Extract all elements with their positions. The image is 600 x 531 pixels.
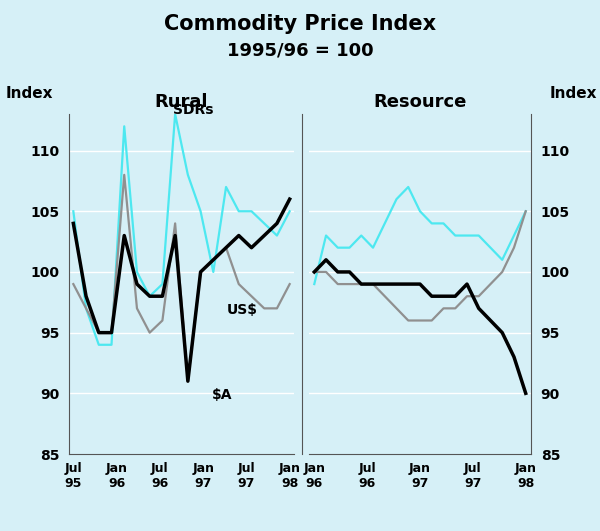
Text: Index: Index: [6, 85, 53, 100]
Text: Commodity Price Index: Commodity Price Index: [164, 14, 436, 34]
Title: Rural: Rural: [155, 93, 208, 111]
Text: Index: Index: [550, 85, 598, 100]
Text: SDRs: SDRs: [173, 103, 214, 117]
Text: $A: $A: [212, 388, 232, 402]
Text: US$: US$: [227, 303, 258, 318]
Text: 1995/96 = 100: 1995/96 = 100: [227, 41, 373, 59]
Title: Resource: Resource: [373, 93, 467, 111]
